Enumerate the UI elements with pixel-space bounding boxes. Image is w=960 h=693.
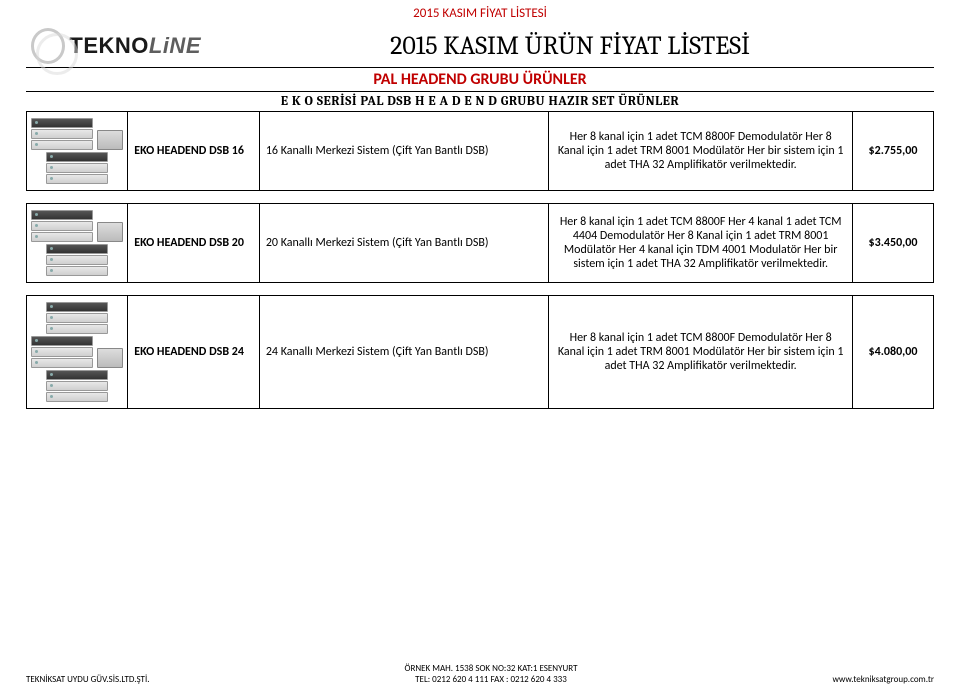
logo-cell: TEKNOLiNE: [26, 25, 206, 67]
product-price: $4.080,00: [852, 296, 933, 409]
logo-text-line: LiNE: [149, 33, 201, 58]
product-desc: Her 8 kanal için 1 adet TCM 8800F Her 4 …: [549, 204, 853, 283]
logo-circles-icon: [31, 28, 65, 64]
row-gap: [0, 191, 960, 203]
series-title: E K O SERİSİ PAL DSB H E A D E N D GRUBU…: [26, 92, 934, 112]
main-title: 2015 KASIM ÜRÜN FİYAT LİSTESİ: [206, 27, 934, 65]
logo-text: TEKNOLiNE: [69, 33, 201, 59]
brand-logo: TEKNOLiNE: [31, 27, 201, 65]
product-price: $3.450,00: [852, 204, 933, 283]
product-image-cell: [27, 112, 128, 191]
product-row: EKO HEADEND DSB 20 20 Kanallı Merkezi Si…: [26, 203, 934, 283]
product-spec: 20 Kanallı Merkezi Sistem (Çift Yan Bant…: [259, 204, 549, 283]
product-name: EKO HEADEND DSB 16: [128, 112, 260, 191]
product-name: EKO HEADEND DSB 24: [128, 296, 260, 409]
row-gap: [0, 283, 960, 295]
product-desc: Her 8 kanal için 1 adet TCM 8800F Demodu…: [549, 112, 853, 191]
product-row: EKO HEADEND DSB 16 16 Kanallı Merkezi Si…: [26, 112, 934, 191]
footer-address-line1: ÖRNEK MAH. 1538 SOK NO:32 KAT:1 ESENYURT: [404, 663, 577, 674]
product-row: EKO HEADEND DSB 24 24 Kanallı Merkezi Si…: [26, 295, 934, 409]
device-stack-icon: [33, 118, 121, 184]
product-image-cell: [27, 296, 128, 409]
footer-address-line2: TEL: 0212 620 4 111 FAX : 0212 620 4 333: [404, 674, 577, 685]
page-footer: TEKNİKSAT UYDU GÜV.SİS.LTD.ŞTİ. ÖRNEK MA…: [26, 663, 934, 685]
footer-company: TEKNİKSAT UYDU GÜV.SİS.LTD.ŞTİ.: [26, 674, 149, 685]
logo-text-tekno: TEKNO: [69, 33, 149, 58]
footer-website: www.tekniksatgroup.com.tr: [832, 674, 934, 685]
product-price: $2.755,00: [852, 112, 933, 191]
device-stack-icon: [33, 210, 121, 276]
footer-address: ÖRNEK MAH. 1538 SOK NO:32 KAT:1 ESENYURT…: [404, 663, 577, 685]
product-name: EKO HEADEND DSB 20: [128, 204, 260, 283]
product-image-cell: [27, 204, 128, 283]
small-top-title: 2015 KASIM FİYAT LİSTESİ: [0, 0, 960, 25]
product-spec: 16 Kanallı Merkezi Sistem (Çift Yan Bant…: [259, 112, 549, 191]
group-title: PAL HEADEND GRUBU ÜRÜNLER: [26, 68, 934, 92]
header-block: TEKNOLiNE 2015 KASIM ÜRÜN FİYAT LİSTESİ …: [26, 25, 934, 112]
logo-title-row: TEKNOLiNE 2015 KASIM ÜRÜN FİYAT LİSTESİ: [26, 25, 934, 68]
product-spec: 24 Kanallı Merkezi Sistem (Çift Yan Bant…: [259, 296, 549, 409]
device-stack-icon: [33, 302, 121, 402]
product-desc: Her 8 kanal için 1 adet TCM 8800F Demodu…: [549, 296, 853, 409]
